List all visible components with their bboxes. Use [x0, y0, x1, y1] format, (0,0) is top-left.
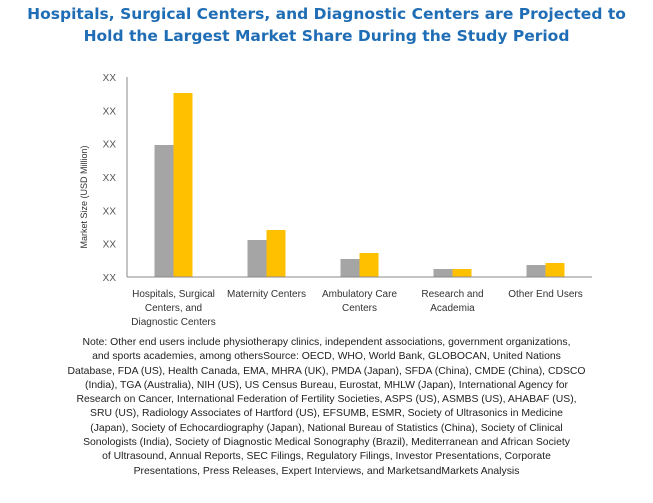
footnote-line: Sonologists (India), Society of Diagnost… [83, 437, 570, 449]
x-category-label-line: Centers [342, 303, 377, 314]
bar [173, 93, 193, 277]
bar [359, 253, 379, 277]
x-category-label-line: Maternity Centers [227, 289, 306, 300]
y-tick-label: XX [103, 73, 117, 84]
bar [154, 145, 174, 277]
bar [452, 269, 472, 277]
x-category-label: Hospitals, Surgical Centers, and Diagnosti… [131, 289, 215, 328]
footnote-line: (Japan), Society of Echocardiography (Ja… [90, 422, 563, 434]
footnote-line: of Ultrasound, Annual Reports, SEC Filin… [102, 451, 551, 463]
bar [340, 259, 360, 277]
footnote-line: Database, FDA (US), Health Canada, EMA, … [67, 365, 586, 377]
bar-chart: XX XX XX XX XX XX XX Market Size (USD Million)… [79, 73, 592, 328]
chart-title: Hospitals, Surgical Centers, and Diagnos… [0, 3, 653, 47]
bar [526, 265, 546, 277]
x-category-label-line: Ambulatory Care [322, 289, 397, 300]
x-category-label-line: Diagnostic Centers [131, 317, 215, 328]
y-tick-label: XX [103, 240, 117, 251]
footnote-line: and sports academies, among othersSource… [92, 351, 561, 363]
x-category-label-line: Centers, and [145, 303, 202, 314]
x-category-label: Research and Academia [421, 289, 483, 314]
x-category-label: Other End Users [508, 289, 582, 300]
footnote-line: Presentations, Press Releases, Expert In… [133, 465, 520, 477]
chart-title-line: Hold the Largest Market Share During the… [83, 27, 570, 45]
x-category-label-line: Hospitals, Surgical [132, 289, 215, 300]
y-axis-label: Market Size (USD Million) [79, 145, 89, 248]
x-category-label: Maternity Centers [227, 289, 306, 300]
bar [433, 269, 453, 277]
bar [247, 240, 267, 277]
footnote-line: Note: Other end users include physiother… [82, 337, 571, 348]
chart-title-line: Hospitals, Surgical Centers, and Diagnos… [27, 5, 626, 23]
footnote-line: Research on Cancer, International Federa… [76, 394, 577, 406]
y-tick-label: XX [103, 206, 117, 217]
x-axis-categories: Hospitals, Surgical Centers, and Diagnosti… [131, 289, 582, 328]
y-tick-label: XX [103, 173, 117, 184]
x-category-label-line: Other End Users [508, 289, 582, 300]
x-category-label: Ambulatory Care Centers [322, 289, 397, 314]
x-category-label-line: Research and [421, 289, 483, 300]
y-axis-ticks: XX XX XX XX XX XX XX [103, 73, 117, 284]
bar [266, 230, 286, 277]
x-category-label-line: Academia [430, 303, 475, 314]
y-tick-label: XX [103, 273, 117, 284]
footnote-line: (India), TGA (Australia), NIH (US), US C… [85, 379, 568, 391]
bars [154, 93, 565, 277]
y-tick-label: XX [103, 106, 117, 117]
bar [545, 263, 565, 277]
footnote: Note: Other end users include physiother… [20, 336, 633, 479]
y-tick-label: XX [103, 140, 117, 151]
footnote-line: SRU (US), Radiology Associates of Hartfo… [90, 408, 563, 420]
